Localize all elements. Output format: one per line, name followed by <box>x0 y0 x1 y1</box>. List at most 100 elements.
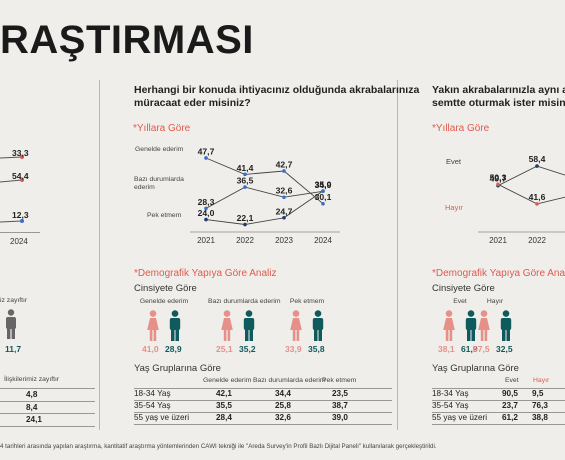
right-series-label-0: Evet <box>446 157 462 166</box>
center-gender-group-label-0: Genelde ederim <box>139 298 189 305</box>
center-demo-label: *Demografik Yapıya Göre Analiz <box>134 268 277 279</box>
center-female-icon-0 <box>147 310 159 341</box>
center-data-label-0-1: 22,1 <box>237 213 254 223</box>
right-age-rule-3 <box>432 424 565 425</box>
center-age-rule-1 <box>134 400 392 401</box>
right-point-1-1 <box>535 202 539 206</box>
center-data-label-2-3: 34,9 <box>315 180 332 190</box>
right-age-label: Yaş Gruplarına Göre <box>432 363 519 374</box>
center-gender-label: Cinsiyete Göre <box>134 283 197 294</box>
right-age-row-label-0: 18-34 Yaş <box>432 389 469 398</box>
left-table-rule-4 <box>0 426 95 427</box>
right-point-1-0 <box>496 182 500 187</box>
center-x-tick-3: 2024 <box>314 236 332 245</box>
right-line-chart: 49,7 58,4 50,3 41,6 2021 2022 <box>478 154 565 245</box>
center-female-value-0: 41,0 <box>142 344 159 354</box>
center-point-1-1 <box>243 172 247 177</box>
footnote: 4 tarihleri arasında yapılan araştırma, … <box>0 443 437 450</box>
right-series-label-1: Hayır <box>445 203 463 212</box>
center-age-cell-1-2: 38,7 <box>332 401 348 410</box>
center-point-1-2 <box>282 169 286 173</box>
right-age-cell-1-0: 23,7 <box>502 401 518 410</box>
left-axis-line <box>0 232 40 233</box>
right-age-cell-0-1: 9,5 <box>532 389 544 398</box>
right-age-rule-2 <box>432 412 565 413</box>
right-data-label-1-0: 50,3 <box>490 172 507 182</box>
left-partial-chart <box>0 155 24 223</box>
right-female-icon-0 <box>443 310 455 341</box>
right-age-header-1: Hayır <box>533 377 550 384</box>
right-age-cell-1-1: 76,3 <box>532 401 548 410</box>
right-age-cell-2-1: 38,8 <box>532 413 548 422</box>
right-female-icon-1 <box>478 310 490 341</box>
center-series-line-1 <box>205 157 324 205</box>
right-age-rule-0 <box>432 388 565 389</box>
right-female-value-1: 67,5 <box>473 344 490 354</box>
left-table-value-1: 4,8 <box>26 390 38 399</box>
center-data-label-2-1: 36,5 <box>237 176 254 186</box>
center-question-line-2: müracaat eder misiniz? <box>134 97 251 109</box>
right-gender-group-label-1: Hayır <box>486 298 504 305</box>
left-male-icon <box>6 309 16 339</box>
left-point-1 <box>20 155 24 159</box>
center-point-1-3 <box>321 201 325 206</box>
center-male-icon-2 <box>312 310 324 341</box>
left-line-2 <box>0 179 23 183</box>
right-years-label: *Yıllara Göre <box>432 123 490 134</box>
left-header-b: İlişkilerimiz zayıftır <box>4 376 60 383</box>
right-point-0-1 <box>535 164 539 168</box>
right-age-cell-2-0: 61,2 <box>502 413 518 422</box>
center-age-cell-2-1: 32,6 <box>275 413 291 422</box>
right-age-rule-1 <box>432 400 565 401</box>
column-separator-right <box>397 80 398 430</box>
left-value-3: 12,3 <box>12 210 29 220</box>
center-data-label-0-0: 24,0 <box>198 208 215 218</box>
left-table-value-3: 24,1 <box>26 415 42 424</box>
center-series-line-0 <box>205 190 324 225</box>
right-data-label-1-1: 41,6 <box>529 192 546 202</box>
right-male-value-0: 61,9 <box>461 344 478 354</box>
left-table-rule-1 <box>0 388 95 389</box>
center-data-label-1-0: 47,7 <box>198 146 215 156</box>
left-table-rule-2 <box>0 401 95 402</box>
left-single-value: 11,7 <box>5 344 22 354</box>
center-age-row-label-1: 35-54 Yaş <box>134 401 171 410</box>
right-female-value-0: 38,1 <box>438 344 455 354</box>
column-separator-left <box>99 80 100 430</box>
page-title: RAŞTIRMASI <box>0 18 254 62</box>
center-data-label-1-2: 42,7 <box>276 159 293 169</box>
center-data-label-1-3: 30,1 <box>315 192 332 202</box>
right-male-value-1: 32,5 <box>496 344 513 354</box>
center-age-rule-0 <box>134 388 392 389</box>
center-female-icon-2 <box>290 310 302 341</box>
right-demo-label: *Demografik Yapıya Göre Analiz <box>432 268 565 279</box>
center-age-cell-2-0: 28,4 <box>216 413 232 422</box>
center-male-icon-0 <box>169 310 181 341</box>
left-line-3 <box>0 220 23 223</box>
right-x-tick-0: 2021 <box>489 236 507 245</box>
center-point-2-1 <box>243 185 247 189</box>
right-question-line-2: semtte oturmak ister misiniz? <box>432 97 565 109</box>
center-age-cell-1-1: 25,8 <box>275 401 291 410</box>
center-age-cell-2-2: 39,0 <box>332 413 348 422</box>
center-age-header-1: Bazı durumlarda ederim <box>253 377 326 384</box>
center-point-0-2 <box>282 215 286 220</box>
center-male-value-0: 28,9 <box>165 344 182 354</box>
center-data-label-2-2: 32,6 <box>276 186 293 196</box>
left-header-a: iz zayıftır <box>0 297 28 304</box>
center-age-cell-0-0: 42,1 <box>216 389 232 398</box>
center-series-label-2: Pek etmem <box>147 212 182 219</box>
center-x-tick-2: 2023 <box>275 236 293 245</box>
center-point-2-2 <box>282 195 286 200</box>
left-point-2 <box>20 178 24 182</box>
right-age-cell-0-0: 90,5 <box>502 389 518 398</box>
right-age-row-label-2: 55 yaş ve üzeri <box>432 413 488 422</box>
left-line-1 <box>0 156 23 159</box>
center-question-line-1: Herhangi bir konuda ihtiyacınız olduğund… <box>134 84 420 96</box>
center-male-icon-1 <box>243 310 255 341</box>
right-male-icon-1 <box>500 310 512 341</box>
center-age-header-2: Pek etmem <box>322 377 357 384</box>
center-data-label-1-1: 41,4 <box>237 163 254 173</box>
left-point-3 <box>20 219 24 223</box>
center-point-0-1 <box>243 222 247 227</box>
